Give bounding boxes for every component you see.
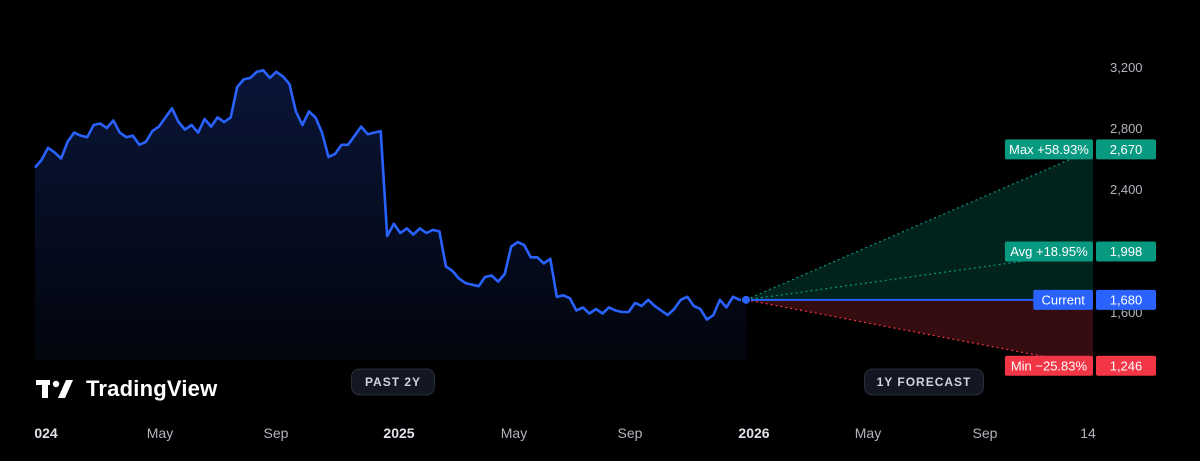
x-tick-label: May [501, 425, 527, 441]
tradingview-logo-icon [36, 378, 76, 400]
min-badge-label: Min −25.83% [1011, 358, 1088, 373]
min-badge-value: 1,246 [1110, 358, 1143, 373]
brand-name: TradingView [86, 376, 218, 401]
avg-badge-value-bg [1096, 241, 1156, 262]
x-tick-label: 2025 [383, 425, 414, 441]
forecast-period-pill: 1Y FORECAST [877, 375, 972, 389]
current-badge-label: Current [1041, 292, 1085, 307]
forecast-upside-area [746, 149, 1093, 300]
forecast-period-pill-bg [864, 368, 984, 396]
x-tick-label: May [855, 425, 881, 441]
max-badge-label: Max +58.93% [1009, 142, 1089, 157]
min-badge-value-bg [1096, 355, 1156, 376]
min-badge-label-bg [1004, 355, 1093, 376]
price-line [34, 69, 746, 321]
x-tick-label: Sep [264, 425, 289, 441]
x-tick-label: May [147, 425, 173, 441]
past-period-pill: PAST 2Y [365, 375, 421, 389]
avg-badge-label-bg [1004, 241, 1093, 262]
current-badge-value-bg [1096, 289, 1156, 310]
avg-badge-value: 1,998 [1110, 244, 1143, 259]
avg-badge-label: Avg +18.95% [1010, 244, 1088, 259]
x-tick-label: Sep [618, 425, 643, 441]
current-price-point [741, 294, 751, 305]
current-badge-label-bg [1033, 289, 1093, 310]
y-tick-label: 2,400 [1110, 182, 1143, 197]
max-badge-value-bg [1096, 139, 1156, 160]
forecast-max-line [745, 148, 1094, 301]
y-tick-label: 3,200 [1110, 60, 1143, 75]
y-tick-label: 2,800 [1110, 121, 1143, 136]
past-period-pill-bg [351, 368, 435, 396]
x-tick-label: 14 [1080, 425, 1096, 441]
history-area [35, 70, 746, 361]
forecast-min-line [745, 299, 1094, 367]
tradingview-logo: TradingView [36, 372, 217, 406]
current-badge-value: 1,680 [1110, 292, 1143, 307]
x-tick-label: 024 [34, 425, 58, 441]
x-tick-label: 2026 [738, 425, 769, 441]
max-badge-label-bg [1004, 139, 1093, 160]
max-badge-value: 2,670 [1110, 142, 1143, 157]
x-tick-label: Sep [973, 425, 998, 441]
